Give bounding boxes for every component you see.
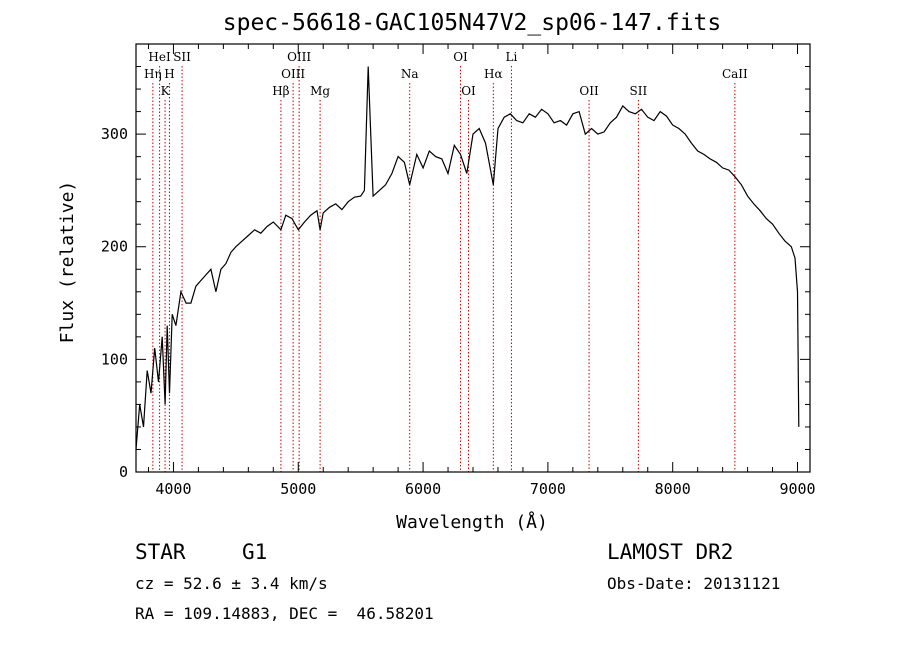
spectrum-series-line	[135, 66, 800, 450]
y-tick-label: 0	[119, 463, 128, 481]
object-subclass: G1	[242, 540, 268, 564]
survey-name: LAMOST DR2	[607, 540, 734, 564]
spectral-line-label: K	[161, 84, 171, 98]
plot-frame	[135, 43, 811, 473]
spectral-line-label: H	[164, 67, 174, 81]
spectral-line-label: SII	[173, 50, 191, 64]
x-tick-label: 9000	[779, 480, 815, 498]
spectral-line-markers	[152, 66, 736, 472]
spectral-line-label: Li	[506, 50, 518, 64]
spectral-line-label: OI	[461, 84, 476, 98]
x-tick-label: 7000	[530, 480, 566, 498]
y-tick-label: 200	[101, 238, 128, 256]
spectral-line-label: Hβ	[272, 84, 289, 98]
x-tick-label: 5000	[280, 480, 316, 498]
spectral-line-label: Na	[401, 67, 419, 81]
spectral-line-label: CaII	[722, 67, 748, 81]
x-axis-label: Wavelength (Å)	[396, 511, 548, 533]
spectral-line-label: OI	[453, 50, 468, 64]
spectral-line-label: HeI	[148, 50, 171, 64]
spectral-line-label: Mg	[310, 84, 330, 98]
x-tick-label: 8000	[655, 480, 691, 498]
sky-coordinates: RA = 109.14883, DEC = 46.58201	[135, 604, 434, 623]
x-tick-label: 4000	[155, 480, 191, 498]
y-axis-label: Flux (relative)	[57, 181, 78, 344]
chart-title: spec-56618-GAC105N47V2_sp06-147.fits	[223, 10, 722, 36]
spectral-line-label: Hα	[484, 67, 503, 81]
y-tick-label: 100	[101, 350, 128, 368]
spectral-line-label: OIII	[281, 67, 305, 81]
y-tick-label: 300	[101, 125, 128, 143]
spectral-line-label: OII	[579, 84, 599, 98]
redshift-velocity: cz = 52.6 ± 3.4 km/s	[135, 574, 328, 593]
spectral-line-label: OIII	[287, 50, 311, 64]
spectral-line-label: Hη	[144, 67, 162, 81]
x-tick-label: 6000	[405, 480, 441, 498]
spectral-line-label: SII	[630, 84, 648, 98]
y-axis-ticks: 0 100 200 300	[101, 66, 810, 481]
observation-date: Obs-Date: 20131121	[607, 574, 781, 593]
x-axis-ticks: 4000 5000 6000 7000 8000 9000	[147, 44, 816, 498]
object-class: STAR	[135, 540, 186, 564]
